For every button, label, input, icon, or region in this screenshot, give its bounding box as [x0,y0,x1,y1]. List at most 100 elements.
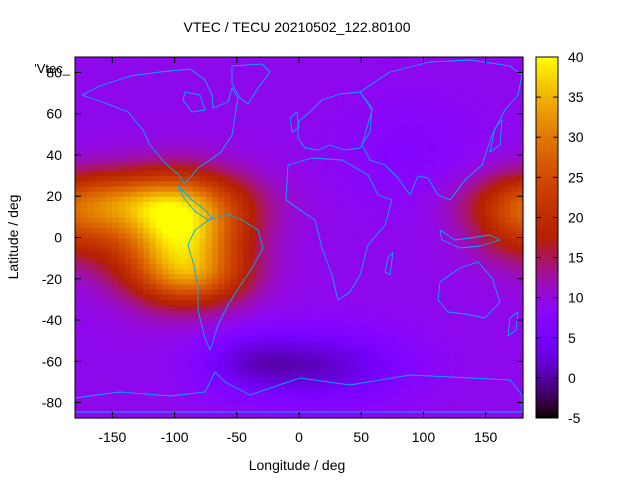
heatmap-cell [342,376,350,383]
heatmap-cell [81,376,89,383]
heatmap-cell [236,397,244,404]
heatmap-cell [305,134,313,141]
heatmap-cell [498,325,505,331]
heatmap-cell [348,314,356,321]
heatmap-cell [404,113,412,120]
heatmap-cell [118,268,126,275]
heatmap-cell [292,118,300,125]
heatmap-cell [510,87,518,94]
heatmap-cell [429,139,437,146]
heatmap-cell [386,350,393,357]
heatmap-cell [112,211,120,218]
heatmap-cell [249,222,257,228]
heatmap-cell [491,325,499,331]
heatmap-cell [398,381,406,388]
heatmap-cell [323,376,331,383]
heatmap-cell [348,278,356,285]
heatmap-cell [230,242,238,249]
heatmap-cell [249,289,257,295]
heatmap-cell [255,299,263,306]
heatmap-cell [336,340,344,347]
heatmap-cell [243,278,250,285]
heatmap-cell [261,252,269,259]
heatmap-cell [386,325,393,331]
heatmap-cell [429,314,437,321]
heatmap-cell [342,412,350,419]
heatmap-cell [498,185,505,192]
heatmap-cell [429,304,437,311]
heatmap-cell [435,72,443,79]
heatmap-cell [280,258,288,264]
heatmap-cell [274,268,281,275]
heatmap-cell [205,93,213,99]
heatmap-cell [168,232,176,239]
heatmap-cell [155,387,163,393]
heatmap-cell [137,392,145,398]
heatmap-cell [118,72,126,79]
heatmap-cell [454,278,462,285]
heatmap-cell [485,392,493,398]
heatmap-cell [261,289,269,295]
heatmap-cell [336,350,344,357]
heatmap-cell [199,335,207,342]
heatmap-cell [361,201,369,208]
heatmap-cell [243,196,250,202]
heatmap-cell [143,211,151,218]
heatmap-cell [336,371,344,378]
heatmap-cell [429,134,437,141]
heatmap-cell [286,134,294,141]
heatmap-cell [236,124,244,130]
heatmap-cell [305,175,313,182]
heatmap-cell [286,273,294,280]
heatmap-cell [504,165,512,172]
heatmap-cell [454,392,462,398]
heatmap-cell [479,268,487,275]
heatmap-cell [280,361,288,368]
heatmap-cell [162,376,169,383]
heatmap-cell [224,206,232,213]
heatmap-cell [491,278,499,285]
heatmap-cell [317,237,325,244]
heatmap-cell [510,206,518,213]
heatmap-cell [211,283,219,290]
heatmap-cell [305,191,313,197]
heatmap-cell [155,268,163,275]
heatmap-cell [218,67,225,74]
heatmap-cell [379,160,387,166]
heatmap-cell [143,361,151,368]
heatmap-cell [330,407,337,414]
heatmap-cell [168,170,176,177]
heatmap-cell [299,381,306,388]
heatmap-cell [336,412,344,419]
heatmap-cell [498,206,505,213]
heatmap-cell [162,237,169,244]
heatmap-cell [448,232,456,239]
heatmap-cell [460,309,468,316]
heatmap-cell [404,124,412,130]
heatmap-cell [510,149,518,156]
heatmap-cell [473,361,481,368]
heatmap-cell [149,180,157,187]
heatmap-cell [137,304,145,311]
heatmap-cell [162,304,169,311]
heatmap-cell [460,330,468,337]
heatmap-cell [442,252,449,259]
heatmap-cell [510,258,518,264]
heatmap-cell [317,309,325,316]
heatmap-cell [386,227,393,233]
heatmap-cell [504,237,512,244]
heatmap-cell [286,350,294,357]
heatmap-cell [479,134,487,141]
heatmap-cell [292,325,300,331]
heatmap-cell [417,273,425,280]
heatmap-cell [149,211,157,218]
heatmap-cell [330,144,337,151]
heatmap-cell [236,170,244,177]
heatmap-cell [299,62,306,68]
heatmap-cell [323,314,331,321]
heatmap-cell [467,72,474,79]
heatmap-cell [342,113,350,120]
heatmap-cell [467,98,474,105]
heatmap-cell [417,299,425,306]
heatmap-cell [99,154,107,161]
